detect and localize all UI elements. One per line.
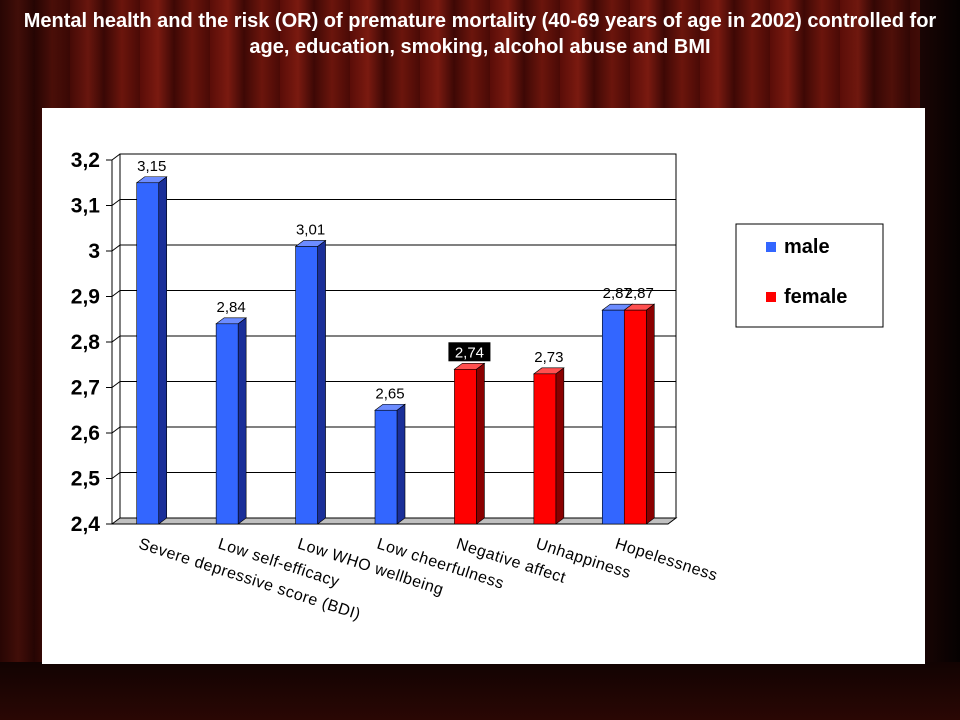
bar-chart: 2,4 2,5 2,6 2,7 2,8 2,9 3 3,1 3,2 3,15 2,84 3,01 2,6… <box>71 149 884 624</box>
data-label: 2,84 <box>217 299 246 316</box>
data-label-background <box>448 342 491 362</box>
chart-panel: 2,4 2,5 2,6 2,7 2,8 2,9 3 3,1 3,2 3,15 2,84 3,01 2,6… <box>42 108 925 664</box>
legend-label: male <box>784 236 830 258</box>
data-label: 2,73 <box>534 349 563 366</box>
legend-box <box>735 223 884 328</box>
gridline-diagonal <box>111 199 121 206</box>
data-label: 3,15 <box>137 158 166 175</box>
gridline-diagonal <box>111 472 121 479</box>
data-label: 2,65 <box>375 385 404 402</box>
y-tick-label: 2,8 <box>71 331 101 354</box>
gridline-diagonal <box>111 426 121 434</box>
data-label: 2,87 <box>603 285 632 302</box>
bar-male <box>601 309 625 525</box>
legend-swatch <box>766 292 776 302</box>
y-tick-label: 2,9 <box>71 286 100 309</box>
legend-swatch <box>766 242 776 252</box>
bar-side <box>645 303 655 525</box>
y-tick-label: 2,6 <box>71 422 100 445</box>
bar-side <box>555 367 565 525</box>
bar-male <box>136 182 160 525</box>
data-label: 2,87 <box>625 285 654 302</box>
gridline-diagonal <box>111 290 121 297</box>
bar-side <box>317 239 326 525</box>
bar-female <box>454 368 477 525</box>
gridline-diagonal <box>111 244 121 252</box>
bar-male <box>215 323 239 525</box>
bar-side <box>237 317 247 525</box>
legend-label: female <box>784 286 847 308</box>
y-tick-label: 3 <box>88 240 100 263</box>
bar-female <box>623 309 647 525</box>
gridline-diagonal <box>111 153 121 161</box>
data-label: 2,74 <box>455 344 484 361</box>
bar-male <box>295 246 318 525</box>
curtain-right-decoration <box>920 0 960 720</box>
bar-male <box>374 409 398 525</box>
bar-side <box>476 362 485 525</box>
gridline-diagonal <box>111 335 121 343</box>
y-tick-label: 2,7 <box>71 377 100 400</box>
y-tick-label: 2,4 <box>71 513 101 536</box>
stage-floor-decoration <box>0 662 960 720</box>
slide-title: Mental health and the risk (OR) of prema… <box>23 10 937 58</box>
bar-side <box>158 176 168 525</box>
y-tick-label: 3,2 <box>71 149 100 172</box>
y-tick-label: 3,1 <box>71 195 101 218</box>
y-tick-label: 2,5 <box>71 468 101 491</box>
gridline-diagonal <box>111 381 121 388</box>
data-label: 3,01 <box>296 221 325 238</box>
bar-side <box>396 403 406 525</box>
bar-female <box>533 373 557 525</box>
